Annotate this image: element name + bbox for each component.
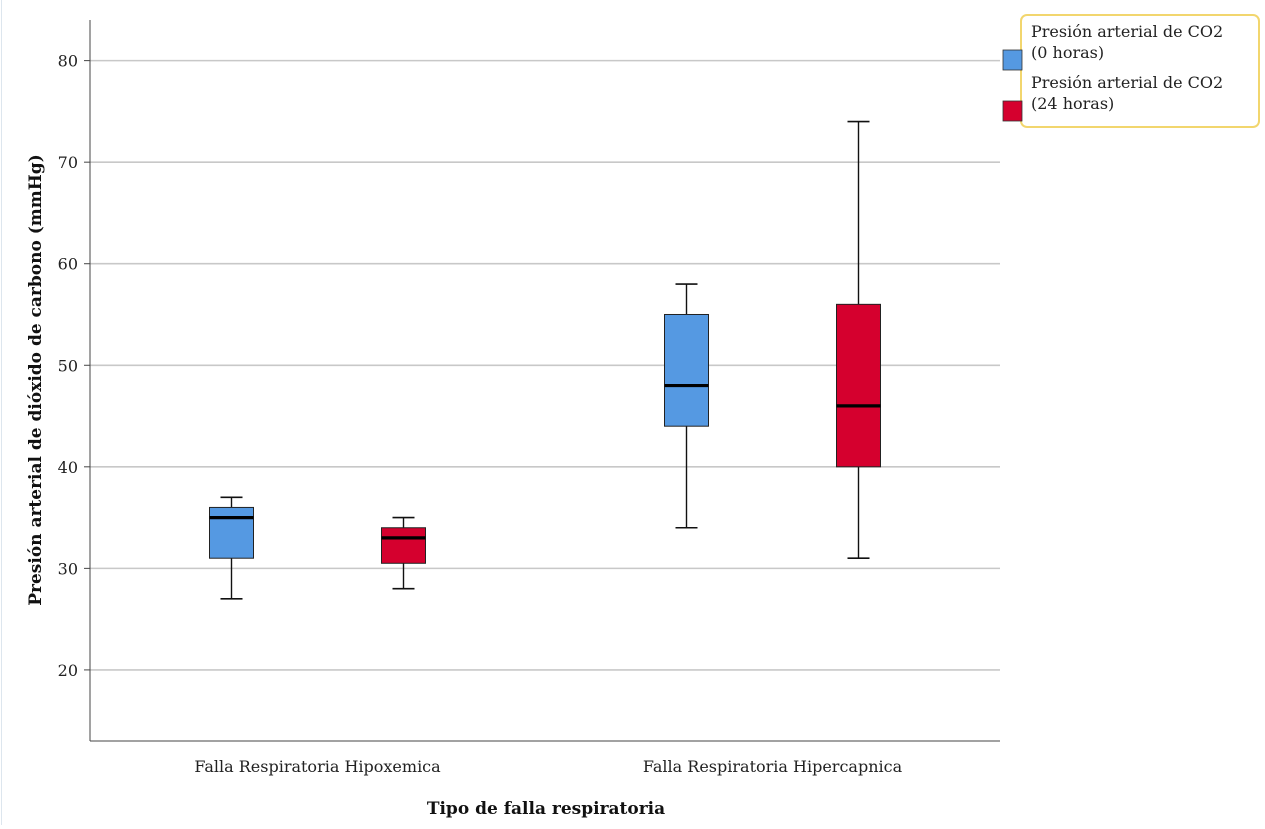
legend-swatch	[1002, 100, 1023, 122]
axes: 20 30 40 50 60 70 80 Falla Respiratoria Hipoxem…	[58, 20, 1000, 776]
labels: Presión arterial de dióxido de carbono (…	[26, 154, 665, 819]
x-category-label: Falla Respiratoria Hipoxemica	[194, 757, 441, 776]
box	[209, 506, 254, 559]
y-axis-title: Presión arterial de dióxido de carbono (…	[26, 154, 46, 606]
y-tick-label: 50	[58, 356, 78, 375]
y-tick-label: 30	[58, 559, 78, 578]
box	[836, 303, 881, 468]
y-tick-label: 80	[58, 52, 78, 71]
legend-label: Presión arterial de CO2 (0 horas)	[1031, 22, 1223, 62]
box	[381, 527, 426, 564]
legend: Presión arterial de CO2 (0 horas) Presión …	[1002, 14, 1260, 128]
box	[664, 313, 709, 427]
y-tick-label: 70	[58, 153, 78, 172]
x-axis-title: Tipo de falla respiratoria	[427, 799, 665, 819]
gridlines	[90, 59, 1000, 671]
x-category-label: Falla Respiratoria Hipercapnica	[643, 757, 903, 776]
legend-box	[1020, 14, 1260, 128]
y-tick-label: 20	[58, 661, 78, 680]
y-tick-label: 40	[58, 458, 78, 477]
y-tick-label: 60	[58, 255, 78, 274]
boxes	[209, 120, 881, 600]
legend-swatch	[1002, 49, 1023, 71]
legend-label: Presión arterial de CO2 (24 horas)	[1031, 73, 1223, 113]
